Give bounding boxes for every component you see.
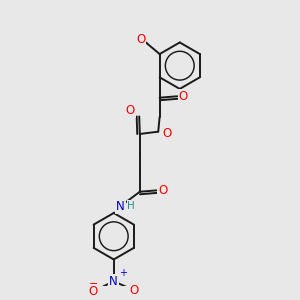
Text: H: H <box>128 201 135 211</box>
Text: O: O <box>129 284 138 297</box>
Text: O: O <box>158 184 168 197</box>
Text: O: O <box>163 127 172 140</box>
Text: O: O <box>89 285 98 298</box>
Text: +: + <box>119 268 127 278</box>
Text: N: N <box>110 275 118 288</box>
Text: O: O <box>136 32 145 46</box>
Text: −: − <box>89 279 98 289</box>
Text: O: O <box>125 104 135 117</box>
Text: N: N <box>116 200 125 213</box>
Text: O: O <box>179 90 188 103</box>
